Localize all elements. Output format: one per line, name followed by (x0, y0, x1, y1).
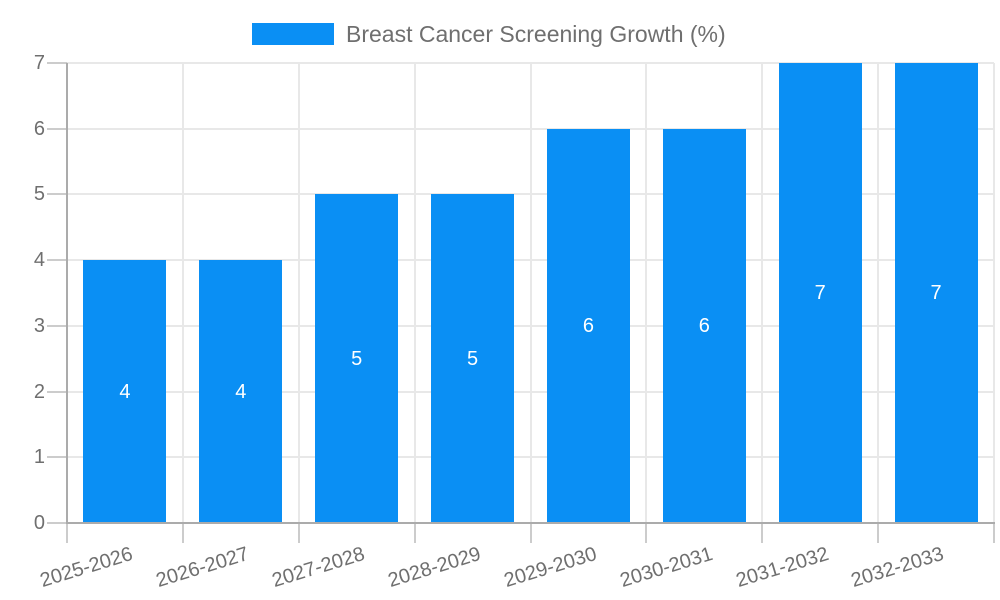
y-tick-label: 6 (33, 117, 45, 140)
gridline-vertical (761, 63, 764, 523)
legend[interactable]: Breast Cancer Screening Growth (%) (252, 21, 726, 47)
y-tick-label: 7 (33, 52, 45, 74)
y-tick-label: 4 (33, 249, 45, 272)
x-axis-tick (993, 523, 995, 543)
legend-label: Breast Cancer Screening Growth (%) (346, 21, 726, 47)
gridline-vertical (181, 63, 184, 523)
bar[interactable] (894, 63, 978, 522)
x-axis-tick (181, 523, 184, 543)
x-tick-label: 2032-2033 (848, 542, 947, 592)
bar[interactable] (199, 260, 283, 522)
y-tick-label: 0 (33, 512, 45, 534)
gridline-vertical (413, 63, 416, 523)
x-axis-line (66, 522, 995, 524)
x-axis-tick (66, 523, 68, 543)
bar[interactable] (662, 128, 746, 522)
x-tick-label: 2026-2027 (153, 542, 252, 592)
y-axis-tick (47, 324, 67, 327)
gridline-vertical (645, 63, 648, 523)
bar[interactable] (83, 260, 167, 522)
y-tick-label: 2 (33, 380, 45, 403)
bar-value-label: 6 (698, 314, 710, 337)
legend-swatch (252, 23, 334, 45)
x-tick-label: 2025-2026 (37, 542, 136, 592)
x-axis-tick (877, 523, 880, 543)
y-axis-tick (47, 127, 67, 130)
x-tick-label: 2031-2032 (733, 542, 831, 592)
x-tick-label: 2029-2030 (501, 542, 600, 592)
y-axis-tick (47, 456, 67, 459)
x-axis-tick (297, 523, 300, 543)
gridline-vertical (877, 63, 880, 523)
y-axis-tick (47, 522, 67, 524)
x-tick-label: 2030-2031 (617, 542, 716, 592)
x-axis-tick (413, 523, 416, 543)
y-axis-line (66, 63, 68, 524)
y-axis-tick (47, 62, 67, 64)
bar[interactable] (546, 128, 630, 522)
x-tick-label: 2027-2028 (269, 542, 368, 592)
bar[interactable] (431, 194, 515, 522)
x-axis-tick (529, 523, 532, 543)
bar[interactable] (315, 194, 399, 522)
bar-value-label: 4 (235, 380, 247, 403)
bar-value-label: 7 (930, 282, 942, 304)
x-axis-tick (761, 523, 764, 543)
gridline-vertical (297, 63, 300, 523)
x-axis-tick (645, 523, 648, 543)
bar-value-label: 4 (119, 380, 131, 403)
y-axis-tick (47, 390, 67, 393)
bar[interactable] (778, 63, 862, 522)
y-tick-label: 3 (33, 314, 45, 337)
bar-value-label: 5 (467, 347, 479, 370)
bar-value-label: 6 (582, 314, 594, 337)
y-axis-tick (47, 193, 67, 196)
bar-value-label: 7 (814, 282, 826, 304)
bar-value-label: 5 (351, 347, 363, 370)
x-tick-label: 2028-2029 (385, 542, 484, 592)
y-axis-tick (47, 259, 67, 262)
gridline-vertical (993, 63, 995, 523)
gridline-vertical (529, 63, 532, 523)
y-tick-label: 1 (33, 446, 45, 469)
y-tick-label: 5 (33, 183, 45, 206)
